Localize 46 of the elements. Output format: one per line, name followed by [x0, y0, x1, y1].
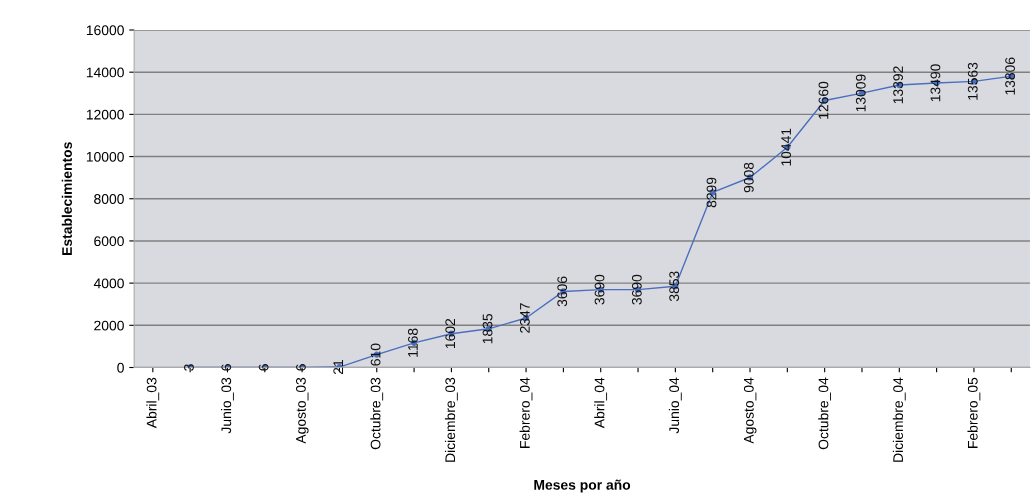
data-label: 1835 [482, 313, 493, 344]
data-label: 1168 [407, 328, 418, 357]
y-tick-label: 12000 [86, 109, 124, 120]
data-label: 13806 [1005, 57, 1015, 95]
x-axis-title: Meses por año [534, 479, 631, 493]
x-tick-label: Febrero_04 [519, 377, 533, 448]
y-axis-title: Establecimientos [61, 142, 72, 255]
y-tick-label: 4000 [93, 278, 124, 289]
y-tick-label: 2000 [94, 320, 124, 331]
x-tick-label: Octubre_04 [818, 377, 832, 450]
data-label: 13490 [930, 64, 941, 102]
x-tick-label: Febrero_05 [967, 377, 981, 448]
data-label: 6 [221, 364, 232, 371]
data-label: 8299 [706, 177, 717, 208]
data-label: 2347 [519, 303, 530, 333]
x-tick-label: Junio_03 [221, 377, 234, 434]
data-label: 10441 [781, 128, 792, 166]
x-tick-label: Abril_03 [146, 377, 160, 429]
y-tick-label: 16000 [86, 25, 124, 36]
data-label: 13563 [967, 62, 978, 100]
data-label: 3690 [594, 274, 605, 305]
data-label: 12660 [818, 81, 829, 119]
data-label: 3 [184, 364, 194, 371]
data-label: 3606 [557, 276, 568, 307]
x-tick-label: Diciembre_04 [892, 377, 906, 462]
x-tick-label: Agosto_04 [743, 377, 757, 444]
data-label: 610 [370, 343, 381, 366]
x-tick-label: Agosto_03 [296, 377, 309, 444]
data-label: 21 [333, 360, 344, 375]
data-label: 9008 [743, 162, 754, 193]
data-label: 1602 [445, 318, 456, 349]
data-label: 6 [258, 364, 269, 371]
x-tick-label: Diciembre_03 [444, 377, 458, 462]
x-tick-label: Junio_04 [668, 377, 682, 434]
data-label: 6 [296, 364, 306, 371]
y-tick-label: 8000 [94, 194, 124, 204]
data-label: 13009 [855, 74, 866, 112]
y-tick-label: 14000 [86, 67, 124, 78]
data-label: 3853 [669, 271, 680, 302]
y-tick-label: 0 [117, 362, 124, 373]
data-label: 13392 [893, 66, 904, 104]
x-tick-label: Octubre_03 [370, 377, 384, 450]
x-tick-label: Abril_04 [594, 377, 608, 429]
y-tick-label: 10000 [86, 151, 124, 162]
y-tick-label: 6000 [94, 236, 124, 247]
data-label: 3690 [631, 274, 642, 305]
